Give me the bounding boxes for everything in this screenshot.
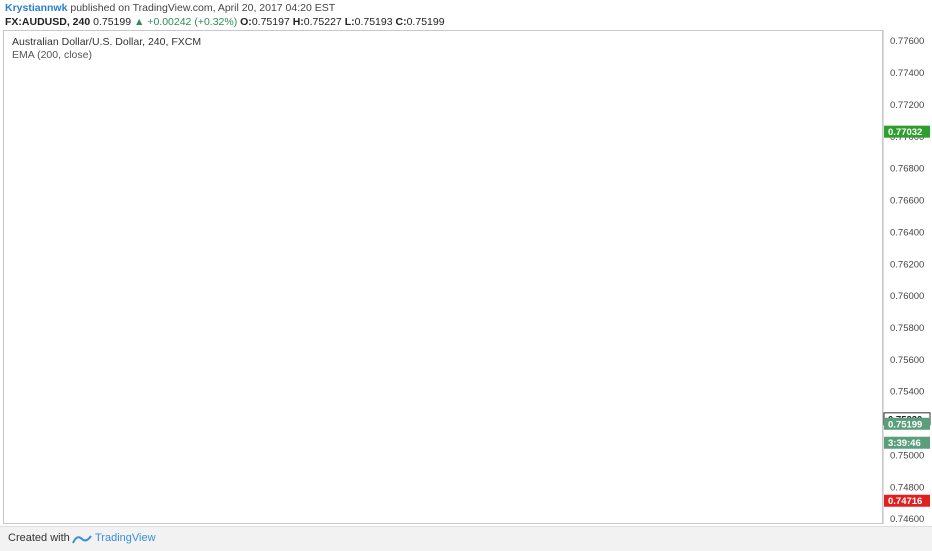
price-tick-label: 0.76400: [890, 227, 924, 238]
created-with-text: Created with: [8, 532, 70, 544]
open-label: O:: [240, 16, 252, 28]
last-price: 0.75199: [93, 16, 132, 28]
indicator-label[interactable]: EMA (200, close): [12, 49, 92, 61]
price-tick-label: 0.75600: [890, 355, 924, 366]
low-label: L:: [344, 16, 355, 28]
price-tag-bg: [884, 125, 930, 138]
price-tag-text: 0.75199: [888, 419, 922, 430]
price-tag-countdown: 3:39:46: [884, 436, 930, 449]
tradingview-brand[interactable]: TradingView: [95, 532, 156, 544]
close-value: 0.75199: [406, 16, 445, 28]
price-tick-label: 0.74600: [890, 514, 924, 525]
footer: Created with TradingView: [0, 526, 932, 551]
price-tick-label: 0.77400: [890, 68, 924, 79]
price-tag-text: 0.77032: [888, 127, 922, 138]
price-tag-bg: [884, 494, 930, 507]
symbol: FX:AUDUSD, 240: [5, 16, 91, 28]
author-name[interactable]: Krystiannwk: [5, 2, 68, 14]
low-value: 0.75193: [354, 16, 393, 28]
price-tick-label: 0.76800: [890, 164, 924, 175]
price-tick-label: 0.77200: [890, 100, 924, 111]
tradingview-logo-icon: [72, 535, 92, 544]
price-tick-label: 0.77600: [890, 36, 924, 47]
publish-info: Krystiannwk published on TradingView.com…: [5, 2, 335, 14]
close-label: C:: [395, 16, 407, 28]
high-value: 0.75227: [303, 16, 342, 28]
price-tag-bg: [884, 436, 930, 449]
high-label: H:: [292, 16, 304, 28]
price-tick-label: 0.76200: [890, 259, 924, 270]
price-change: ▲ +0.00242 (+0.32%): [134, 16, 238, 28]
price-tag-text: 0.74716: [888, 496, 922, 507]
published-text: published on TradingView.com, April 20, …: [67, 2, 336, 14]
price-tag-text: 3:39:46: [888, 438, 921, 449]
price-tick-label: 0.76000: [890, 291, 924, 302]
price-axis: 0.776000.774000.772000.770000.768000.766…: [882, 30, 924, 525]
price-tick-label: 0.76600: [890, 196, 924, 207]
price-tick-label: 0.75800: [890, 323, 924, 334]
price-tag-target: 0.77032: [884, 125, 930, 138]
open-value: 0.75197: [251, 16, 290, 28]
price-tag-last: 0.75199: [884, 417, 930, 430]
price-tick-label: 0.75000: [890, 450, 924, 461]
chart-frame: [3, 30, 883, 524]
symbol-info: FX:AUDUSD, 240 0.75199 ▲ +0.00242 (+0.32…: [5, 16, 445, 28]
chart-title: Australian Dollar/U.S. Dollar, 240, FXCM: [12, 36, 202, 48]
price-tag-stop: 0.74716: [884, 494, 930, 507]
price-tick-label: 0.75400: [890, 387, 924, 398]
price-tick-label: 0.74800: [890, 482, 924, 493]
price-tag-bg: [884, 417, 930, 430]
